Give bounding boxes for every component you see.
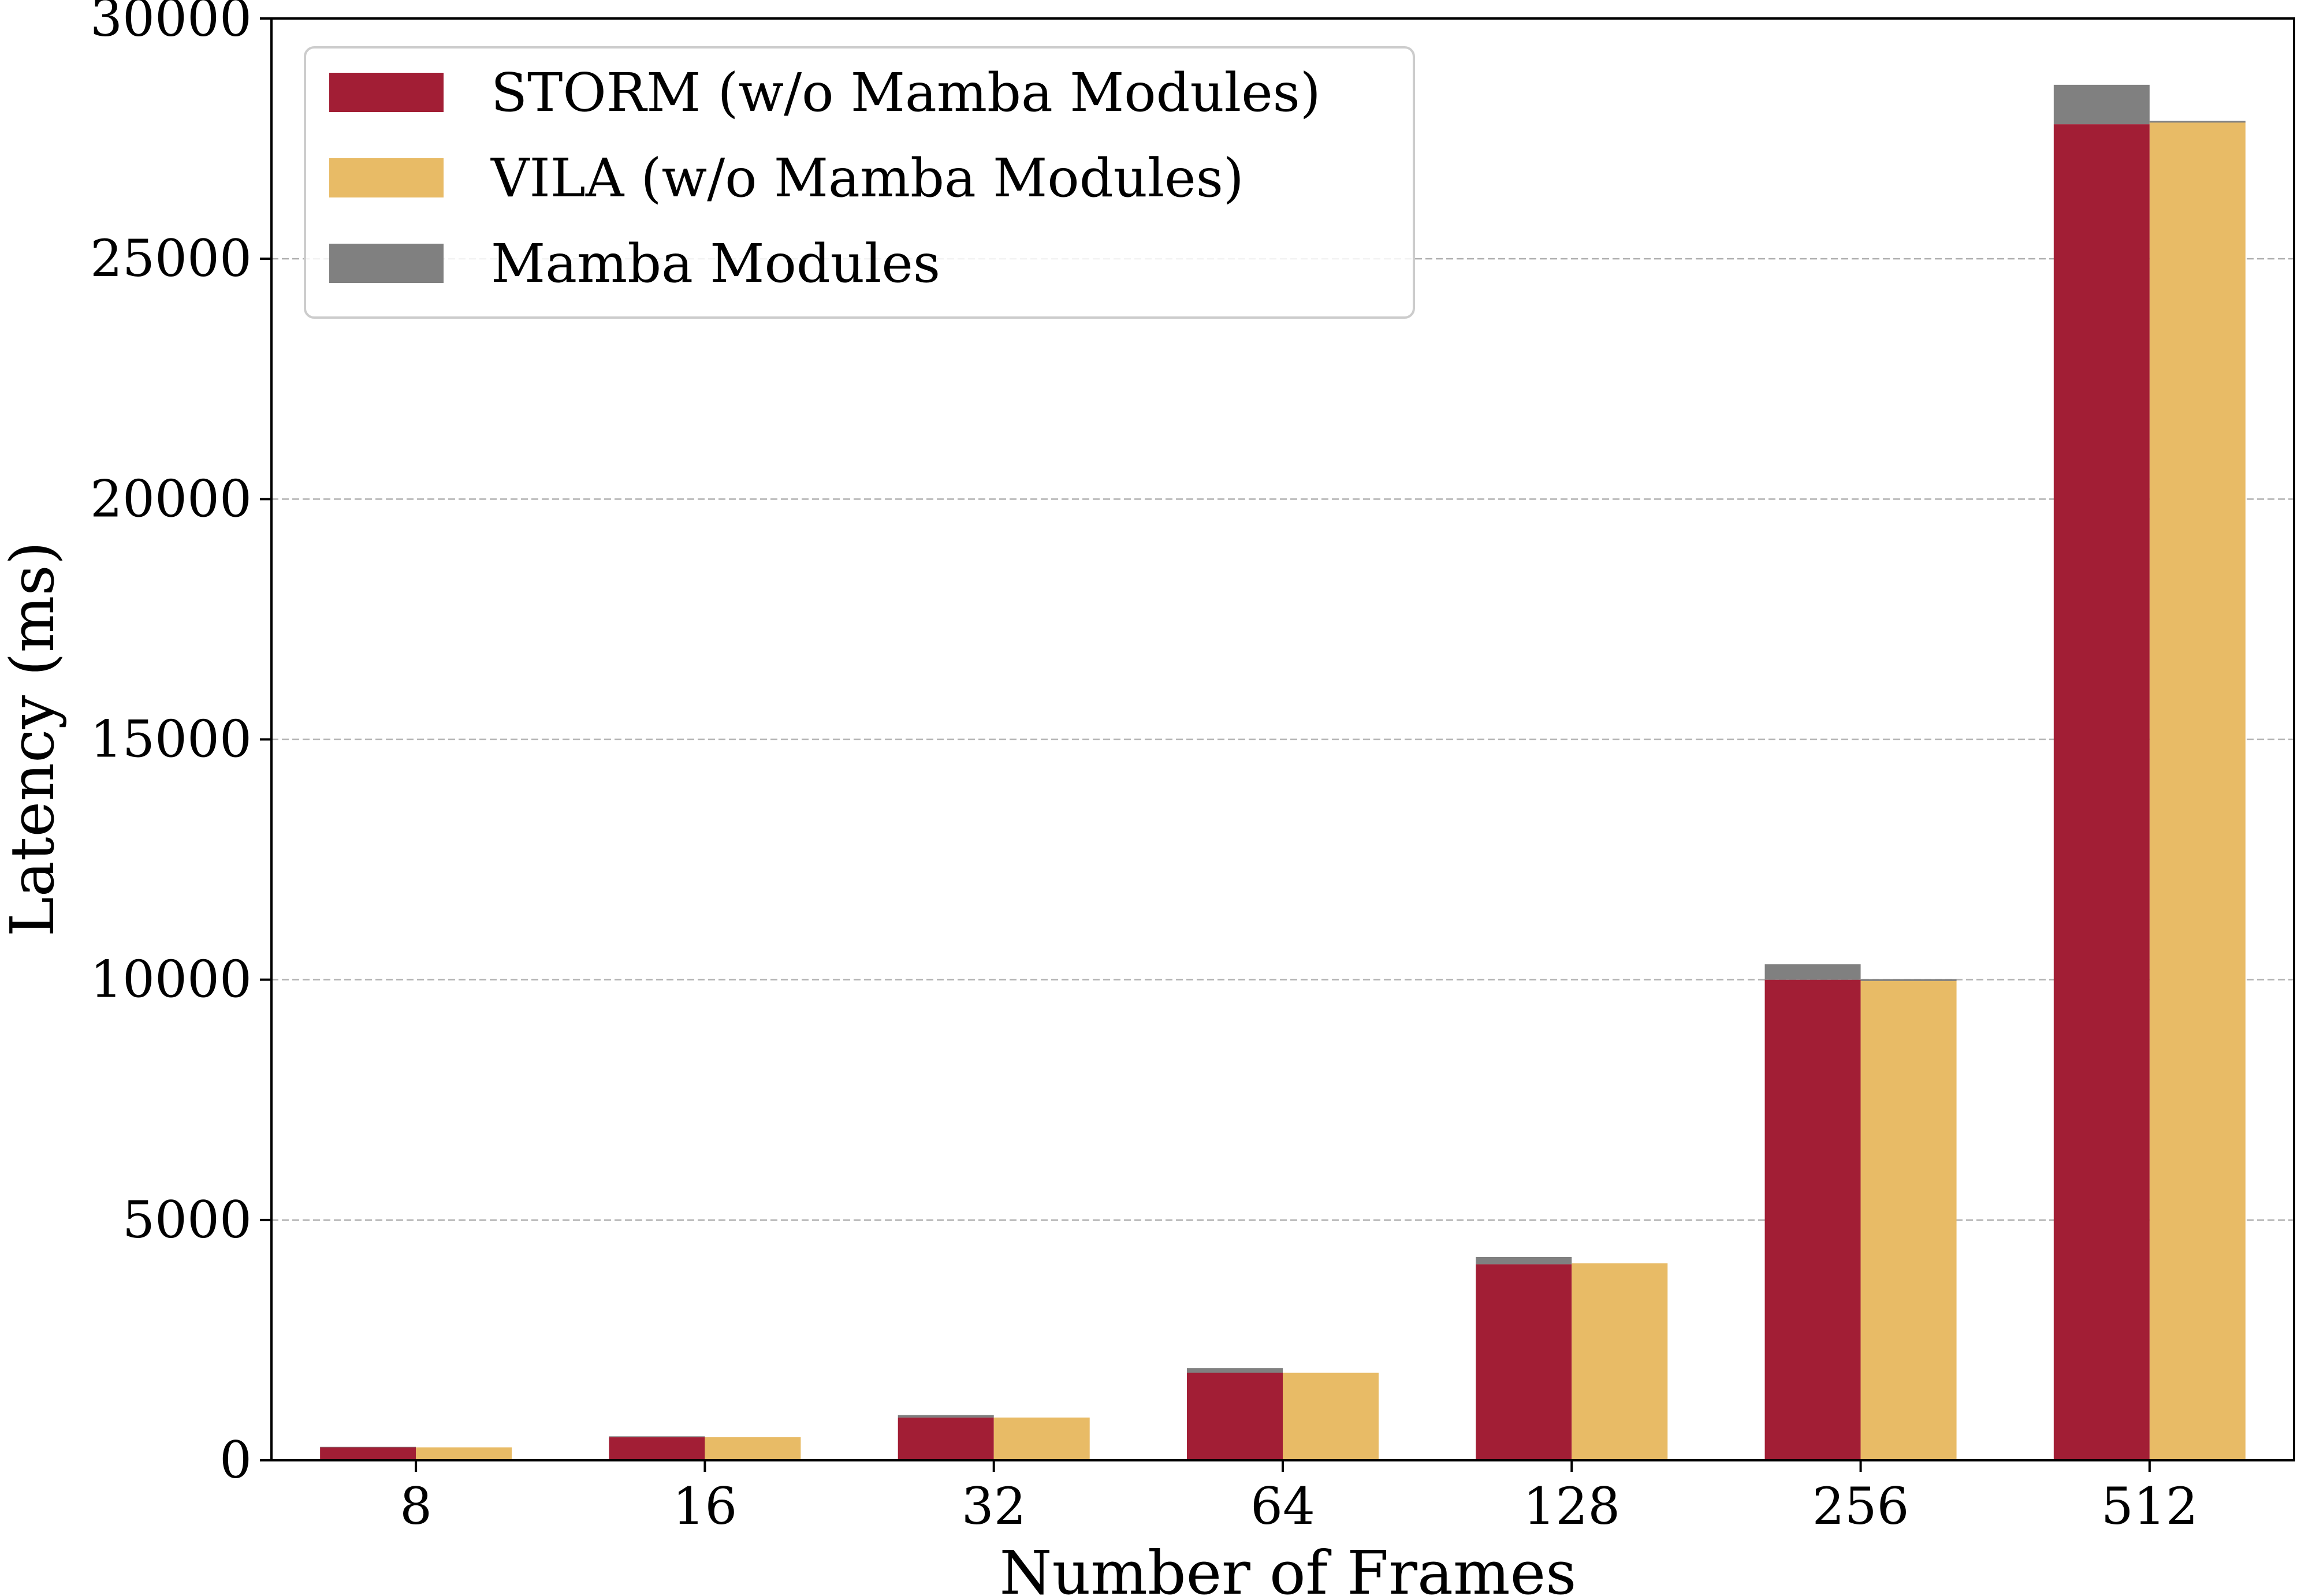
y-tick-label: 20000 xyxy=(90,469,252,528)
bar-vila-256 xyxy=(1860,979,1957,1460)
y-tick-label: 25000 xyxy=(90,229,252,288)
y-tick-label: 15000 xyxy=(90,710,252,769)
legend: STORM (w/o Mamba Modules) VILA (w/o Mamb… xyxy=(304,46,1415,319)
legend-entry-storm: STORM (w/o Mamba Modules) xyxy=(329,62,1321,124)
bar-vila-8 xyxy=(416,1447,512,1460)
bar-storm-64 xyxy=(1187,1373,1283,1460)
bar-storm-256 xyxy=(1764,979,1861,1460)
bar-mamba-storm-8 xyxy=(320,1446,416,1448)
y-tick-label: 10000 xyxy=(90,950,252,1009)
grid-lines xyxy=(271,258,2294,1221)
bar-storm-128 xyxy=(1476,1264,1572,1460)
x-axis-label: Number of Frames xyxy=(999,1538,1576,1596)
bar-vila-512 xyxy=(2149,121,2246,1460)
x-tick-label: 64 xyxy=(1250,1476,1315,1536)
bar-mamba-storm-16 xyxy=(609,1436,705,1438)
bar-mamba-storm-512 xyxy=(2053,84,2150,125)
bar-vila-64 xyxy=(1283,1373,1379,1460)
y-tick-label: 30000 xyxy=(90,0,252,48)
y-axis-label: Latency (ms) xyxy=(0,542,68,937)
y-tick-label: 5000 xyxy=(122,1190,252,1250)
bar-storm-8 xyxy=(320,1447,416,1460)
legend-swatch-storm xyxy=(329,73,444,112)
y-tick-label: 0 xyxy=(219,1430,252,1490)
x-tick-label: 16 xyxy=(672,1476,737,1536)
x-tick-label: 256 xyxy=(1812,1476,1909,1536)
bar-mamba-vila-256 xyxy=(1860,979,1957,981)
x-tick-label: 128 xyxy=(1523,1476,1620,1536)
bar-mamba-storm-256 xyxy=(1764,964,1861,980)
bar-mamba-storm-32 xyxy=(898,1415,994,1418)
legend-label-mamba: Mamba Modules xyxy=(491,233,940,294)
legend-label-storm: STORM (w/o Mamba Modules) xyxy=(491,62,1321,124)
bar-storm-16 xyxy=(609,1437,705,1460)
bar-mamba-storm-128 xyxy=(1476,1256,1572,1265)
legend-swatch-vila xyxy=(329,158,444,197)
bar-mamba-vila-512 xyxy=(2149,121,2246,123)
bar-vila-32 xyxy=(993,1417,1090,1460)
legend-swatch-mamba xyxy=(329,244,444,283)
bar-storm-512 xyxy=(2053,124,2150,1461)
x-tick-label: 32 xyxy=(962,1476,1026,1536)
bars xyxy=(320,84,2246,1461)
legend-box xyxy=(304,46,1415,319)
bar-vila-128 xyxy=(1572,1263,1668,1460)
x-tick-label: 512 xyxy=(2101,1476,2198,1536)
legend-label-vila: VILA (w/o Mamba Modules) xyxy=(490,147,1244,209)
bar-mamba-storm-64 xyxy=(1187,1368,1283,1373)
legend-entry-mamba: Mamba Modules xyxy=(329,233,940,294)
bar-storm-32 xyxy=(898,1417,994,1460)
legend-entry-vila: VILA (w/o Mamba Modules) xyxy=(329,147,1244,209)
x-tick-label: 8 xyxy=(400,1476,432,1536)
bar-vila-16 xyxy=(705,1437,801,1460)
axis-ticks: 0 5000 10000 15000 20000 25000 30000 8 16 32 64 128… xyxy=(90,0,2198,1536)
